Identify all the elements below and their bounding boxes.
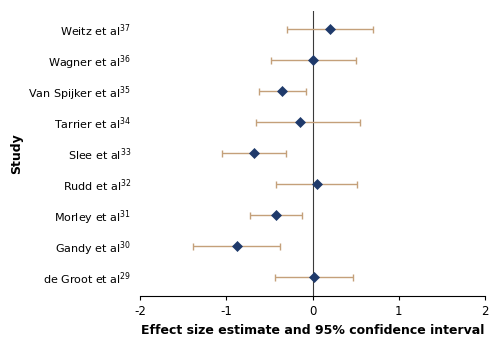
X-axis label: Effect size estimate and 95% confidence interval: Effect size estimate and 95% confidence … [141, 323, 484, 336]
Y-axis label: Study: Study [10, 133, 22, 174]
